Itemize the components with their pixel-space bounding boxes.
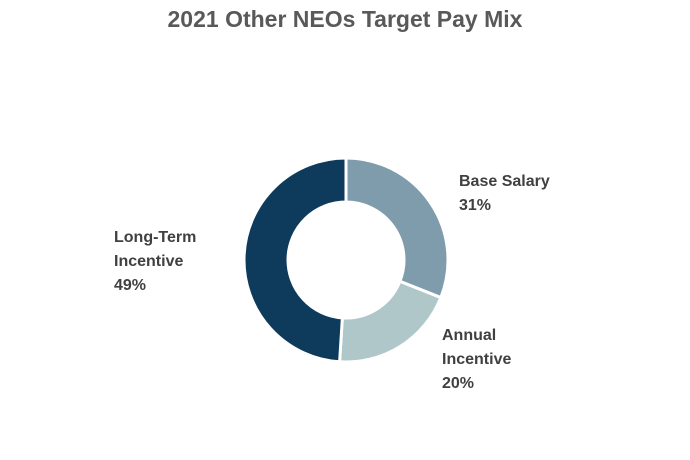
- value-label: 49%: [114, 277, 147, 294]
- donut-slice: [242, 156, 348, 364]
- category-label: Long-Term Incentive: [114, 229, 197, 270]
- category-label: Annual Incentive: [442, 327, 512, 368]
- category-label: Base Salary: [459, 173, 550, 190]
- slice-label: Base Salary 31%: [459, 170, 589, 218]
- slice-label: Annual Incentive 20%: [442, 324, 534, 396]
- chart-title: 2021 Other NEOs Target Pay Mix: [167, 6, 523, 32]
- slice-label: Long-Term Incentive 49%: [114, 226, 224, 298]
- value-label: 31%: [459, 197, 492, 214]
- donut-slice: [344, 156, 450, 300]
- value-label: 20%: [442, 375, 475, 392]
- donut-slice: [338, 279, 443, 364]
